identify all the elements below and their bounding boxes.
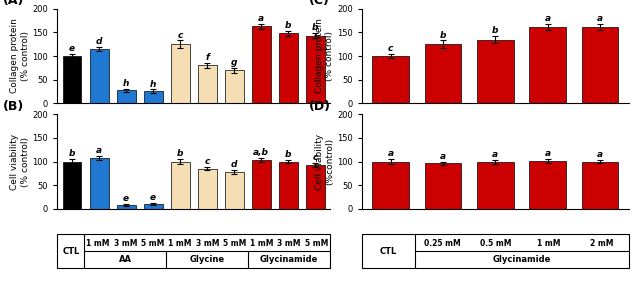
Text: e: e [69, 44, 75, 53]
Text: (B): (B) [3, 100, 23, 113]
Text: e: e [123, 194, 129, 203]
Text: 1 mM: 1 mM [537, 239, 561, 248]
Bar [117, 90, 135, 103]
Text: b: b [312, 24, 319, 32]
Text: 3 mM: 3 mM [114, 239, 137, 248]
Bar [477, 40, 514, 103]
Bar [477, 162, 514, 209]
Text: a: a [597, 150, 603, 159]
Bar [197, 66, 217, 103]
Bar [171, 44, 190, 103]
Text: 3 mM: 3 mM [196, 239, 219, 248]
Text: b: b [69, 149, 76, 158]
Text: 5 mM: 5 mM [305, 239, 328, 248]
Bar [372, 56, 409, 103]
Text: CTL: CTL [62, 246, 79, 256]
Bar [279, 33, 298, 103]
Text: f: f [205, 53, 209, 62]
Text: 3 mM: 3 mM [277, 239, 301, 248]
Bar [279, 162, 298, 209]
Text: b: b [285, 150, 291, 159]
Bar [530, 27, 566, 103]
Text: a,b: a,b [253, 148, 269, 157]
Text: d: d [96, 37, 102, 46]
Bar [425, 44, 461, 103]
Text: b: b [440, 31, 446, 40]
Text: Glycinamide: Glycinamide [493, 255, 551, 264]
Bar [171, 162, 190, 209]
Text: h: h [123, 79, 130, 88]
Text: (D): (D) [309, 100, 331, 113]
Text: 1 mM: 1 mM [168, 239, 192, 248]
Bar [63, 162, 81, 209]
Text: 0.5 mM: 0.5 mM [479, 239, 511, 248]
Text: 1 mM: 1 mM [250, 239, 274, 248]
Bar [197, 169, 217, 209]
Text: c: c [177, 31, 183, 40]
Y-axis label: Cell viability
(%control): Cell viability (%control) [315, 134, 335, 190]
Bar [372, 162, 409, 209]
Bar [90, 49, 109, 103]
Text: Glycine: Glycine [190, 255, 225, 264]
Bar [306, 165, 324, 209]
Text: b: b [177, 149, 184, 158]
Bar [63, 56, 81, 103]
Bar [225, 70, 244, 103]
Bar [306, 36, 324, 103]
Text: Glycinamide: Glycinamide [260, 255, 318, 264]
Text: b: b [285, 21, 291, 30]
Text: 5 mM: 5 mM [223, 239, 246, 248]
Text: a: a [545, 14, 551, 23]
Y-axis label: Collagen protein
(% control): Collagen protein (% control) [315, 18, 335, 94]
Bar [117, 205, 135, 209]
Text: a: a [258, 14, 264, 23]
Y-axis label: Cell viability
(% control): Cell viability (% control) [10, 134, 30, 190]
Text: (C): (C) [309, 0, 330, 7]
Bar [252, 160, 271, 209]
Text: AA: AA [119, 255, 132, 264]
Text: c: c [388, 44, 394, 53]
Text: a: a [440, 152, 446, 161]
Bar [90, 158, 109, 209]
Text: a: a [492, 150, 498, 159]
Text: 1 mM: 1 mM [86, 239, 110, 248]
Bar [144, 204, 163, 209]
Bar [530, 161, 566, 209]
Text: b: b [492, 26, 498, 35]
Bar [225, 172, 244, 209]
Bar [582, 27, 618, 103]
Text: h: h [150, 80, 156, 89]
Text: a: a [96, 146, 102, 155]
Bar [144, 91, 163, 103]
Text: 0.25 mM: 0.25 mM [424, 239, 460, 248]
Text: c: c [312, 153, 318, 162]
Bar [425, 163, 461, 209]
Text: a: a [387, 149, 394, 158]
Text: CTL: CTL [380, 246, 398, 256]
Text: 2 mM: 2 mM [590, 239, 614, 248]
Y-axis label: Collagen protein
(% control): Collagen protein (% control) [10, 18, 30, 94]
Bar [252, 26, 271, 103]
Text: e: e [150, 193, 156, 202]
Text: g: g [231, 58, 237, 67]
Text: d: d [231, 160, 237, 169]
Text: 5 mM: 5 mM [141, 239, 164, 248]
Text: a: a [545, 149, 551, 158]
Text: (A): (A) [3, 0, 24, 7]
Bar [582, 162, 618, 209]
Text: c: c [204, 157, 210, 166]
Text: a: a [597, 14, 603, 23]
